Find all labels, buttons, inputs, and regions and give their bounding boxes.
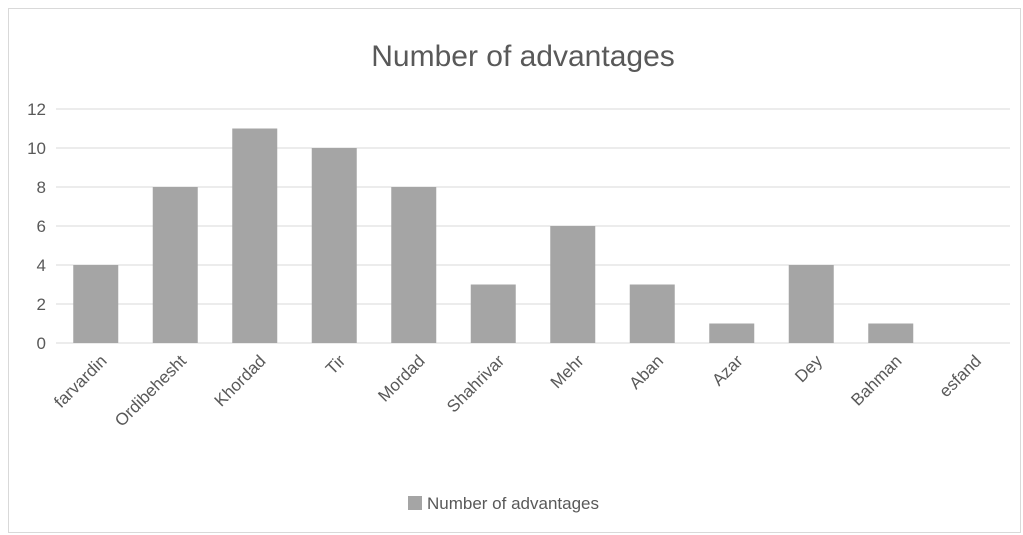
- y-tick-label: 0: [37, 334, 46, 353]
- x-tick-label: esfand: [936, 351, 986, 401]
- bars: [73, 128, 914, 343]
- bar-khordad: [232, 128, 278, 343]
- x-axis-ticks: farvardin Ordibehesht Khordad Tir Mordad Shah…: [50, 351, 985, 430]
- x-tick-label: Azar: [708, 351, 746, 389]
- y-tick-label: 10: [27, 139, 46, 158]
- x-tick-label: Ordibehesht: [111, 351, 190, 430]
- bar-bahman: [868, 323, 914, 343]
- bar-shahrivar: [470, 284, 516, 343]
- chart-title: Number of advantages: [371, 40, 675, 73]
- legend-label: Number of advantages: [427, 494, 599, 513]
- y-tick-label: 4: [37, 256, 46, 275]
- y-tick-label: 12: [27, 100, 46, 119]
- y-tick-label: 2: [37, 295, 46, 314]
- x-tick-label: Mordad: [374, 351, 428, 405]
- x-tick-label: farvardin: [50, 351, 110, 411]
- bar-tir: [311, 148, 357, 343]
- bar-aban: [629, 284, 675, 343]
- x-tick-label: Shahrivar: [443, 351, 508, 416]
- x-tick-label: Tir: [322, 351, 349, 378]
- bar-dey: [788, 265, 834, 343]
- bar-mehr: [550, 226, 596, 343]
- x-tick-label: Khordad: [211, 351, 270, 410]
- x-tick-label: Bahman: [847, 351, 905, 409]
- gridlines: [56, 108, 1010, 344]
- x-tick-label: Aban: [626, 351, 668, 393]
- x-tick-label: Dey: [791, 351, 826, 386]
- y-axis-ticks: 0 2 4 6 8 10 12: [27, 100, 46, 353]
- bar-ordibehesht: [152, 187, 198, 343]
- y-tick-label: 8: [37, 178, 46, 197]
- y-tick-label: 6: [37, 217, 46, 236]
- x-tick-label: Mehr: [547, 351, 588, 392]
- legend: Number of advantages: [408, 494, 599, 513]
- bar-farvardin: [73, 265, 119, 343]
- bar-mordad: [391, 187, 437, 343]
- bar-azar: [709, 323, 755, 343]
- legend-swatch: [408, 496, 422, 510]
